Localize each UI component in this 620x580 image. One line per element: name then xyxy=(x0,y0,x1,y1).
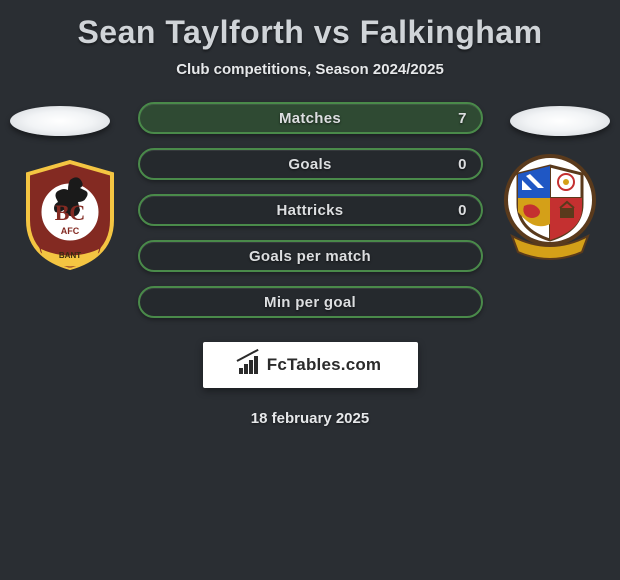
stat-row: Goals per match xyxy=(138,240,483,272)
comparison-card: Sean Taylforth vs Falkingham Club compet… xyxy=(0,0,620,427)
stat-label: Min per goal xyxy=(264,294,356,311)
svg-text:AFC: AFC xyxy=(61,226,80,236)
club-crest-left: BC AFC BANT xyxy=(20,160,120,270)
stat-value-right: 7 xyxy=(458,110,466,127)
stats-area: BC AFC BANT xyxy=(0,102,620,318)
brand-box[interactable]: FcTables.com xyxy=(203,342,418,388)
stat-row: Min per goal xyxy=(138,286,483,318)
svg-text:BC: BC xyxy=(55,200,86,225)
page-title: Sean Taylforth vs Falkingham xyxy=(0,8,620,61)
date-line: 18 february 2025 xyxy=(0,410,620,427)
subtitle: Club competitions, Season 2024/2025 xyxy=(0,61,620,102)
player-right-photo-placeholder xyxy=(510,106,610,136)
brand-text: FcTables.com xyxy=(267,355,382,375)
stat-rows: Matches 7 Goals 0 Hattricks 0 Goals per match M… xyxy=(138,102,483,318)
stat-value-right: 0 xyxy=(458,202,466,219)
stat-label: Matches xyxy=(279,110,341,127)
stat-label: Goals per match xyxy=(249,248,371,265)
svg-text:BANT: BANT xyxy=(59,251,81,260)
stat-label: Hattricks xyxy=(277,202,344,219)
player-left-photo-placeholder xyxy=(10,106,110,136)
club-crest-right xyxy=(500,152,600,262)
stat-value-right: 0 xyxy=(458,156,466,173)
stat-row: Matches 7 xyxy=(138,102,483,134)
stat-row: Goals 0 xyxy=(138,148,483,180)
stat-row: Hattricks 0 xyxy=(138,194,483,226)
chart-bars-icon xyxy=(239,356,261,374)
stat-label: Goals xyxy=(288,156,331,173)
